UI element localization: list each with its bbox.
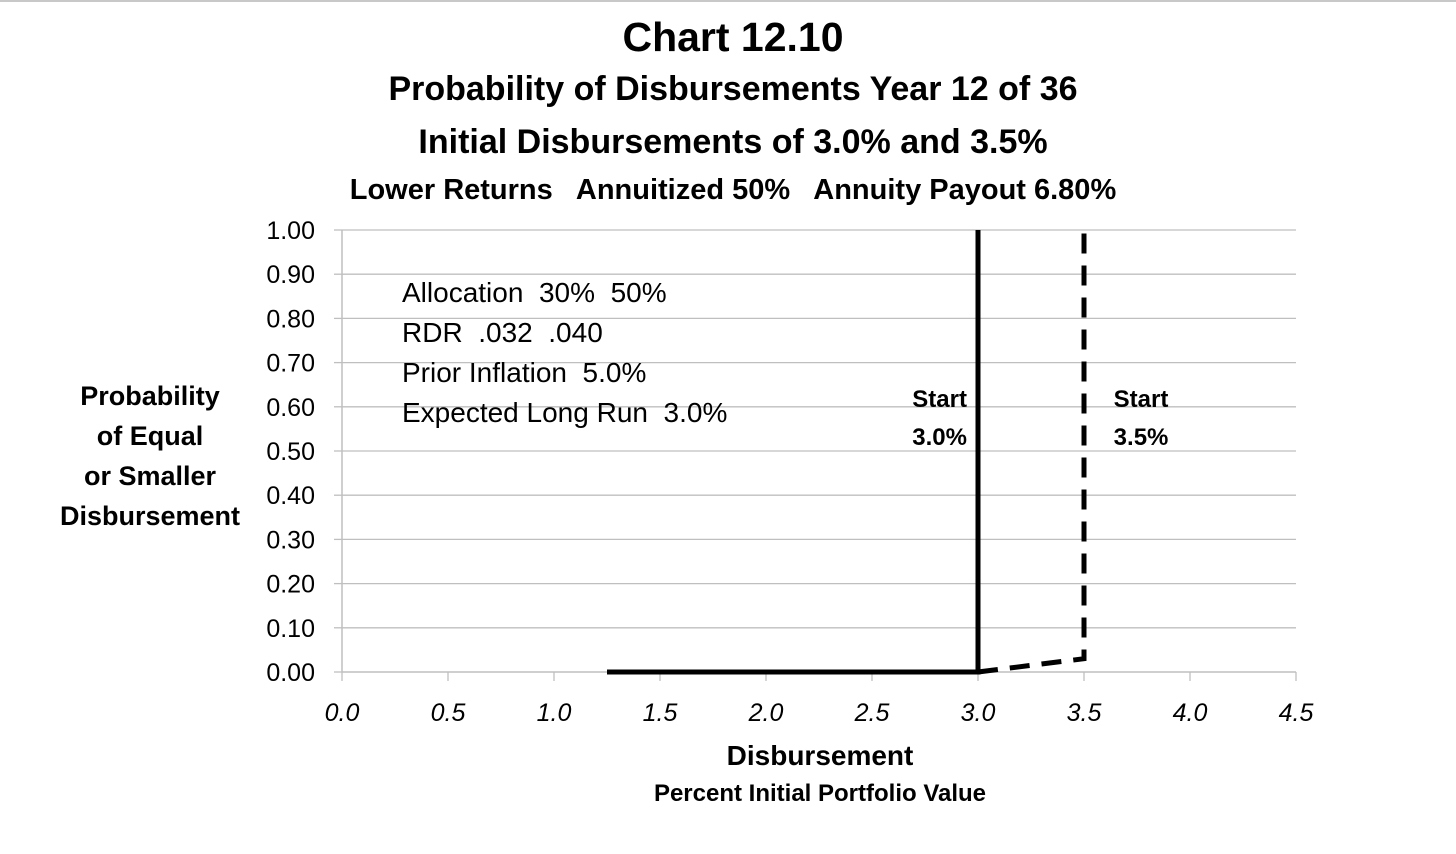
- x-tick-label: 4.5: [1279, 699, 1314, 727]
- series-label: 3.5%: [1114, 424, 1169, 451]
- x-tick-label: 2.0: [748, 699, 784, 727]
- chart-subtitle-3: Lower Returns Annuitized 50% Annuity Pay…: [349, 174, 1117, 206]
- y-axis-label-line: or Smaller: [83, 461, 217, 491]
- top-border: [0, 0, 1456, 2]
- y-tick-label: 0.50: [266, 438, 315, 466]
- x-tick-label: 3.0: [961, 699, 996, 727]
- x-axis-label: Disbursement: [726, 740, 914, 771]
- annotation-note: Prior Inflation 5.0%: [402, 357, 646, 388]
- y-tick-label: 0.60: [266, 394, 315, 422]
- series-label: 3.0%: [912, 424, 967, 451]
- y-axis-label: Probability of Equal or Smaller Disburse…: [40, 376, 260, 536]
- chart-subtitle-1: Probability of Disbursements Year 12 of …: [388, 70, 1078, 108]
- x-tick-label: 3.5: [1067, 699, 1102, 727]
- annotation-note: Allocation 30% 50%: [402, 277, 667, 308]
- x-tick-label: 2.5: [854, 699, 890, 727]
- annotation-note: RDR .032 .040: [402, 317, 603, 348]
- y-tick-label: 0.10: [266, 615, 315, 643]
- x-tick-label: 1.0: [537, 699, 572, 727]
- y-tick-label: 0.80: [266, 305, 315, 333]
- y-tick-label: 1.00: [266, 217, 315, 245]
- y-axis-label-line: Probability: [80, 381, 220, 411]
- y-tick-label: 0.70: [266, 350, 315, 378]
- y-tick-label: 0.40: [266, 482, 315, 510]
- x-tick-label: 0.0: [325, 699, 360, 727]
- y-tick-label: 0.00: [266, 659, 315, 687]
- annotation-note: Expected Long Run 3.0%: [402, 397, 727, 428]
- x-axis-sublabel: Percent Initial Portfolio Value: [653, 780, 987, 807]
- chart-subtitle-2: Initial Disbursements of 3.0% and 3.5%: [418, 123, 1048, 161]
- y-tick-label: 0.20: [266, 571, 315, 599]
- series-label: Start: [1114, 386, 1169, 413]
- y-axis-label-line: of Equal: [96, 421, 204, 451]
- y-tick-label: 0.30: [266, 526, 315, 554]
- y-axis-label-line: Disbursement: [59, 501, 241, 531]
- x-tick-label: 0.5: [431, 699, 466, 727]
- series-line-dashed: [977, 230, 1087, 675]
- x-tick-label: 4.0: [1173, 699, 1208, 727]
- chart-title: Chart 12.10: [622, 14, 844, 60]
- y-tick-label: 0.90: [266, 261, 315, 289]
- x-tick-label: 1.5: [643, 699, 678, 727]
- series-label: Start: [912, 386, 967, 413]
